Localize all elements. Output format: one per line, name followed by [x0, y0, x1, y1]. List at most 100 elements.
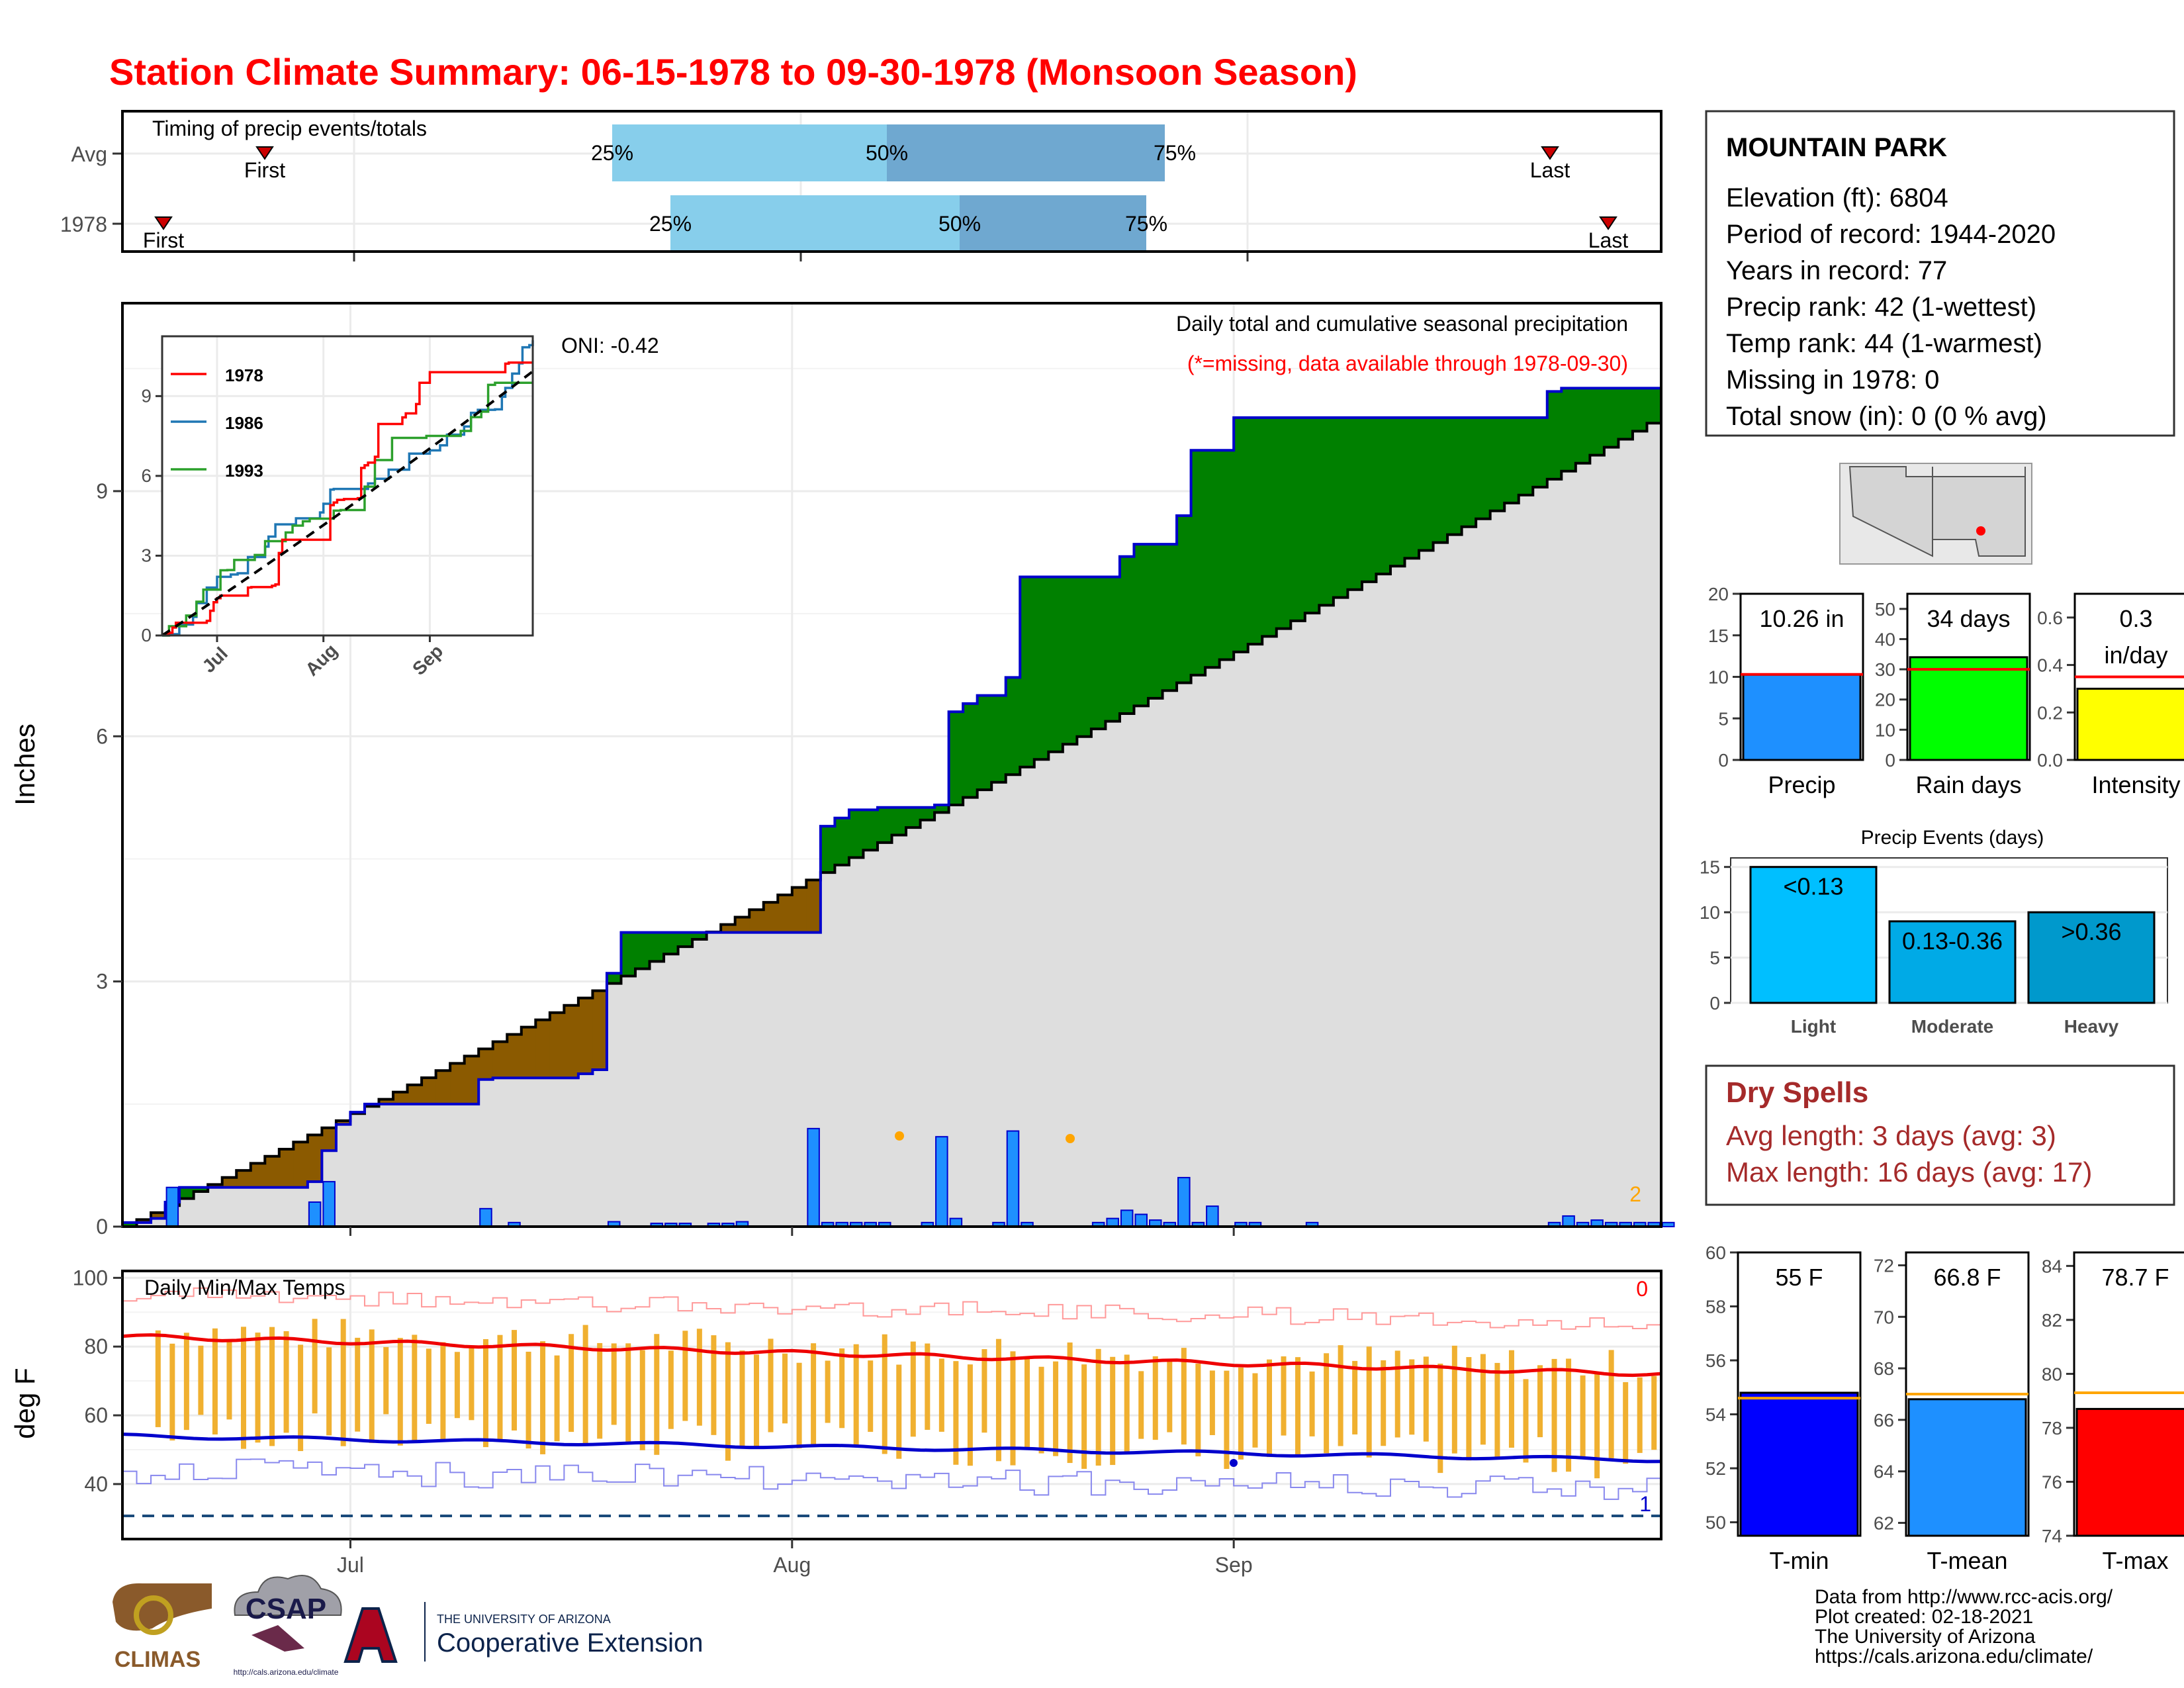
inset-y-tick: 3: [141, 545, 152, 565]
precip-departure-fill: [293, 1142, 308, 1188]
svg-text:Cooperative Extension: Cooperative Extension: [437, 1628, 703, 1658]
station-info-line: Precip rank: 42 (1-wettest): [1726, 293, 2036, 322]
daily-temp-bar: [355, 1337, 361, 1432]
daily-temp-bar: [569, 1334, 574, 1432]
daily-temp-bar: [981, 1349, 987, 1433]
precip-departure-fill: [422, 1078, 437, 1104]
precip-departure-fill: [991, 695, 1007, 782]
daily-temp-bar: [1637, 1377, 1643, 1453]
summary-bar: [2076, 687, 2184, 761]
temp-summary-bar: [2075, 1407, 2184, 1537]
precip-departure-fill: [835, 818, 850, 865]
precip-departure-fill: [664, 932, 679, 955]
daily-temp-bar: [440, 1342, 446, 1442]
precip-departure-fill: [792, 887, 807, 933]
daily-temp-bar: [283, 1331, 289, 1433]
summary-y-tick: 20: [1875, 690, 1895, 710]
summary-bar: [1909, 656, 2028, 761]
daily-temp-bar: [1451, 1345, 1457, 1454]
precip-departure-fill: [1390, 417, 1405, 567]
temp-y-tick: 40: [84, 1472, 108, 1496]
event-bar-value: <0.13: [1783, 873, 1843, 900]
precip-departure-fill: [1148, 544, 1163, 698]
daily-temp-bar: [312, 1319, 318, 1414]
daily-temp-bar: [1081, 1364, 1087, 1469]
daily-temp-bar: [525, 1351, 531, 1449]
daily-temp-bar: [654, 1334, 660, 1455]
avg-cumulative-step-line: [122, 415, 1662, 1228]
summary-y-tick: 40: [1875, 629, 1895, 649]
precip-departure-fill: [1234, 417, 1249, 652]
daily-temp-bar: [340, 1319, 346, 1446]
temp-summary-bar: [1739, 1391, 1859, 1537]
avg-timing-q50-q75-bar: [887, 124, 1165, 181]
temp-y-tick: 100: [73, 1266, 108, 1289]
precip-y-axis-label: Inches: [9, 724, 40, 806]
daily-temp-bar: [1566, 1358, 1572, 1472]
footer-line: The University of Arizona: [1815, 1626, 2036, 1648]
daily-temp-bar: [1281, 1356, 1287, 1436]
events-y-tick: 10: [1700, 902, 1720, 923]
summary-y-tick: 0.0: [2037, 750, 2063, 771]
precip-departure-fill: [1077, 577, 1092, 737]
precip-departure-fill: [136, 1219, 152, 1223]
precip-departure-fill: [1262, 417, 1277, 637]
temp-corner-top: 0: [1636, 1277, 1648, 1301]
daily-temp-bar: [1238, 1367, 1244, 1460]
daily-temp-bar: [540, 1341, 546, 1454]
precip-departure-fill: [1062, 577, 1077, 745]
daily-temp-bar: [326, 1347, 332, 1436]
ua-logo: THE UNIVERSITY OF ARIZONA Cooperative Ex…: [343, 1602, 703, 1663]
daily-temp-bar: [597, 1342, 603, 1439]
daily-temp-bar: [753, 1354, 759, 1446]
precip-departure-fill: [122, 1222, 138, 1227]
precip-departure-fill: [920, 807, 935, 820]
precip-departure-fill: [1461, 417, 1477, 527]
precip-corner-count: 2: [1629, 1182, 1641, 1206]
precip-departure-fill: [778, 894, 793, 933]
station-location-marker: [1976, 526, 1985, 536]
precip-y-tick: 6: [96, 724, 108, 748]
daily-temp-bar: [240, 1327, 246, 1449]
precip-departure-fill: [963, 703, 978, 798]
summary-y-tick: 0.2: [2037, 702, 2063, 723]
daily-temp-bar: [1167, 1360, 1173, 1432]
daily-temp-bar: [198, 1345, 204, 1415]
precip-departure-fill: [692, 932, 707, 939]
precip-y-tick: 9: [96, 479, 108, 503]
month-x-tick: Aug: [773, 1553, 811, 1577]
summary-y-tick: 30: [1875, 659, 1895, 680]
daily-temp-bar: [255, 1333, 261, 1443]
timing-row-label-1978: 1978: [60, 212, 107, 236]
daily-temp-bar: [668, 1350, 674, 1429]
footer-line: https://cals.arizona.edu/climate/: [1815, 1646, 2093, 1667]
y1978-q50-label: 50%: [938, 212, 981, 236]
precip-departure-fill: [820, 826, 835, 873]
station-info-box: MOUNTAIN PARK Elevation (ft): 6804 Period…: [1705, 110, 2175, 437]
summary-bar: [1742, 673, 1862, 761]
y1978-q75-label: 75%: [1125, 212, 1167, 236]
daily-temp-bar: [1466, 1357, 1472, 1461]
daily-temp-bar: [226, 1339, 232, 1420]
climas-logo: CLIMAS: [113, 1583, 212, 1672]
precip-departure-fill: [1518, 417, 1533, 495]
temp-summary-y-tick: 70: [1874, 1307, 1894, 1327]
daily-temp-bar: [1309, 1371, 1315, 1436]
precip-departure-fill: [934, 804, 950, 813]
daily-temp-bar: [739, 1350, 745, 1448]
precip-departure-fill: [1105, 577, 1120, 722]
daily-temp-bar: [611, 1343, 617, 1425]
precip-departure-fill: [1447, 417, 1463, 535]
dry-spells-avg: Avg length: 3 days (avg: 3): [1726, 1120, 2056, 1151]
summary-value-unit: in/day: [2104, 641, 2167, 669]
temp-summary-y-tick: 64: [1874, 1462, 1894, 1482]
daily-temp-bar: [454, 1352, 460, 1419]
month-x-tick: Sep: [1215, 1553, 1253, 1577]
daily-temp-bar: [397, 1338, 403, 1446]
daily-temp-bar: [896, 1364, 902, 1459]
station-name: MOUNTAIN PARK: [1726, 133, 1947, 162]
inset-x-tick: Aug: [301, 640, 341, 680]
dry-spells-title: Dry Spells: [1726, 1076, 1868, 1109]
